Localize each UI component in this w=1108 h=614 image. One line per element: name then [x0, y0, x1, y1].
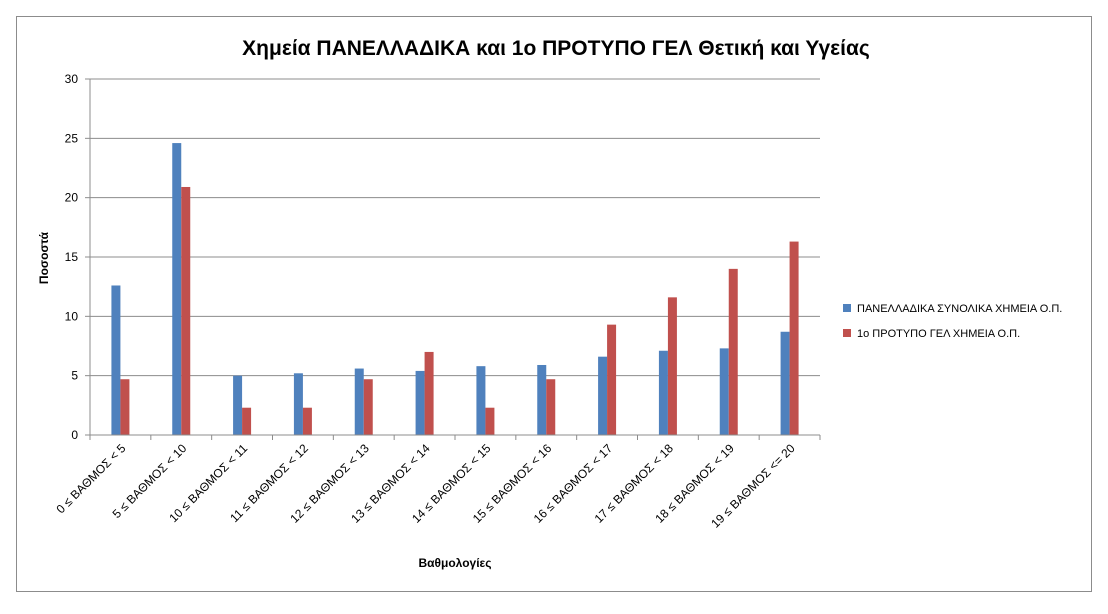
bar-protypo-3	[302, 407, 312, 435]
bar-protypo-9	[667, 297, 677, 435]
y-tick-label: 10	[65, 309, 79, 323]
legend: ΠΑΝΕΛΛΑΔΙΚΑ ΣΥΝΟΛΙΚΑ ΧΗΜΕΙΑ Ο.Π. 1ο ΠΡΟΤΥ…	[843, 303, 1062, 340]
bar-panelladika-8	[598, 356, 608, 435]
bar-panelladika-9	[658, 350, 668, 435]
legend-label-1: 1ο ΠΡΟΤΥΠΟ ΓΕΛ ΧΗΜΕΙΑ Ο.Π.	[857, 328, 1020, 340]
bar-protypo-0	[120, 379, 130, 435]
bars	[111, 143, 799, 435]
y-tick-label: 25	[65, 131, 79, 145]
bar-protypo-4	[363, 379, 373, 435]
bar-protypo-1	[181, 186, 191, 435]
bar-protypo-11	[789, 241, 799, 435]
bar-protypo-10	[728, 268, 738, 435]
y-tick-label: 20	[65, 191, 79, 205]
bar-panelladika-5	[415, 370, 425, 435]
legend-label-0: ΠΑΝΕΛΛΑΔΙΚΑ ΣΥΝΟΛΙΚΑ ΧΗΜΕΙΑ Ο.Π.	[857, 303, 1062, 315]
bar-panelladika-7	[537, 364, 547, 435]
y-tick-label: 5	[71, 369, 78, 383]
grid	[85, 78, 820, 436]
bar-panelladika-10	[719, 348, 729, 435]
bar-panelladika-1	[172, 143, 182, 435]
bar-panelladika-11	[780, 331, 790, 435]
y-tick-label: 0	[71, 428, 78, 442]
y-axis-ticks: 0 5 10 15 20 25 30	[65, 72, 79, 442]
x-axis-title: Βαθμολογίες	[418, 556, 491, 570]
legend-swatch-1	[843, 329, 851, 337]
bar-protypo-7	[546, 379, 556, 435]
bar-panelladika-4	[354, 368, 364, 435]
bar-panelladika-0	[111, 285, 121, 435]
bar-protypo-6	[485, 407, 495, 435]
y-axis-title: Ποσοστά	[37, 231, 51, 284]
y-tick-label: 30	[65, 72, 79, 86]
bar-panelladika-3	[293, 373, 303, 435]
bar-protypo-8	[607, 324, 617, 435]
chart-frame	[16, 16, 1092, 592]
bar-protypo-2	[242, 407, 252, 435]
legend-swatch-0	[843, 304, 851, 312]
bar-panelladika-6	[476, 366, 486, 435]
bar-protypo-5	[424, 351, 434, 435]
y-tick-label: 15	[65, 250, 79, 264]
bar-panelladika-2	[233, 375, 243, 435]
chart-title: Χημεία ΠΑΝΕΛΛΑΔΙΚΑ και 1ο ΠΡΟΤΥΠΟ ΓΕΛ Θε…	[242, 37, 870, 60]
